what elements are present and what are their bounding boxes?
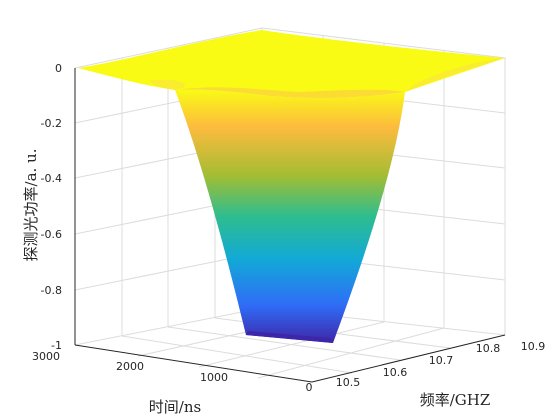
z-tick-label: -0.2 [41,117,62,130]
y-axis-line [74,344,313,383]
grid-line [167,326,401,361]
y-tick-label: 3000 [32,350,60,363]
surface-funnel [175,89,405,344]
grid-line [198,321,385,368]
z-tick-label: -0.8 [41,284,62,297]
x-axis-line [311,334,506,383]
surface-plateau [78,30,505,99]
grid-line [257,327,445,379]
y-ticks: 3000 2000 1000 0 [32,350,313,394]
z-tick-label: -0.6 [41,228,62,241]
x-tick-label: 10.6 [383,366,408,379]
surface-rim [175,87,405,99]
z-ticks: 0 -0.2 -0.4 -0.6 -0.8 -1 [41,62,62,352]
surface-rim [150,79,186,90]
z-tick-label: -0.4 [41,172,62,185]
y-tick-label: 0 [306,381,313,394]
z-tick-label: 0 [55,62,62,75]
y-tick-label: 2000 [116,360,144,373]
z-axis-title: 探测光功率/a. u. [22,149,40,262]
y-tick-label: 1000 [200,371,228,384]
x-tick-label: 10.7 [429,354,454,367]
y-axis-title: 时间/ns [149,398,201,416]
axes [74,68,506,383]
x-ticks: 10.5 10.6 10.7 10.8 10.9 [336,340,546,389]
surface [78,30,505,344]
grid-line [121,335,353,374]
z-tick-label: -1 [51,339,62,352]
surface-bottom [246,331,333,343]
x-tick-label: 10.8 [476,342,501,355]
x-tick-label: 10.5 [336,376,361,389]
x-tick-label: 10.9 [521,340,546,353]
x-axis-title: 频率/GHZ [420,391,491,409]
